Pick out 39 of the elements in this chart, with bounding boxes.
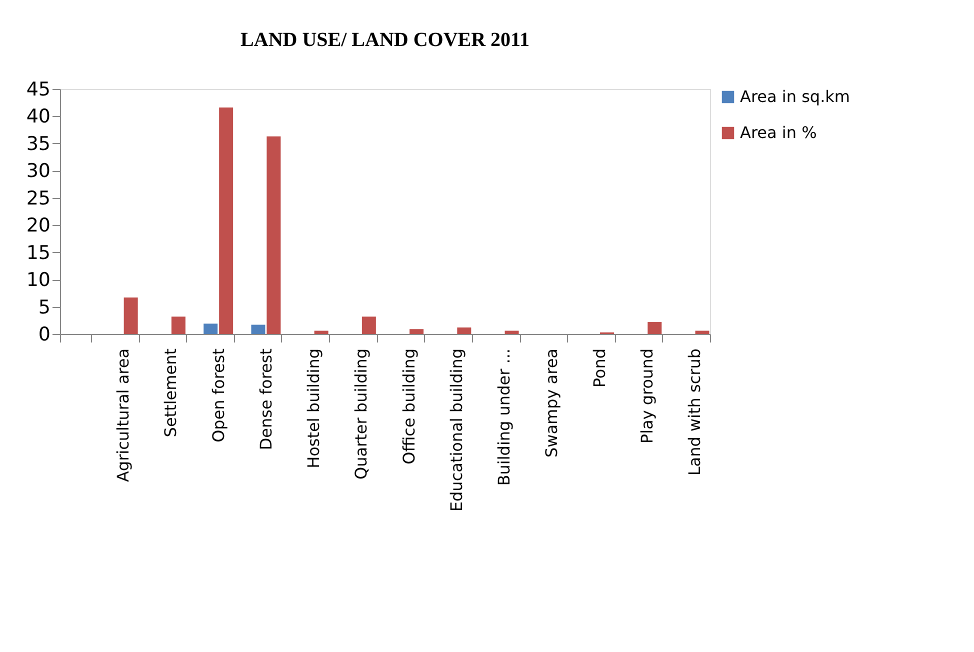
legend-label: Area in %	[740, 123, 817, 142]
x-tick-label: Hostel building	[304, 348, 324, 468]
legend-label: Area in sq.km	[740, 87, 850, 106]
x-tick-label: Pond	[590, 348, 609, 388]
x-tick-label: Educational building	[446, 348, 466, 512]
bar	[251, 324, 266, 334]
x-tick-label: Swampy area	[542, 348, 562, 458]
y-tick-label: 0	[38, 324, 50, 346]
x-tick-label: Settlement	[161, 348, 180, 438]
bar	[219, 108, 234, 334]
x-tick-label: Land with scrub	[685, 348, 704, 476]
bar	[266, 136, 281, 334]
x-tick-label: Dense forest	[256, 348, 276, 450]
x-tick-label: Office building	[399, 348, 418, 464]
bar	[124, 298, 138, 334]
y-tick-label: 5	[38, 296, 50, 318]
y-tick-label: 25	[26, 187, 50, 210]
bar	[695, 330, 710, 334]
x-tick-label: Agricultural area	[114, 348, 133, 482]
bar	[457, 327, 472, 334]
chart-title: LAND USE/ LAND COVER 2011	[240, 29, 530, 51]
y-tick-label: 35	[26, 132, 50, 155]
y-tick-label: 30	[26, 160, 50, 182]
x-tick-label: Play ground	[637, 348, 656, 444]
y-tick-label: 20	[26, 214, 50, 237]
bar	[504, 330, 519, 334]
y-tick-label: 45	[26, 78, 50, 100]
bar	[648, 322, 662, 334]
bar	[171, 316, 186, 334]
x-tick-label: Quarter building	[352, 348, 371, 480]
bar	[410, 329, 424, 334]
x-tick-label: Open forest	[208, 348, 228, 442]
x-tick-label: Building under ...	[494, 348, 514, 486]
y-tick-label: 15	[26, 242, 50, 264]
y-tick-label: 40	[26, 106, 50, 128]
bar	[314, 330, 328, 334]
y-tick-label: 10	[26, 269, 50, 292]
bar	[362, 316, 376, 334]
bar	[204, 324, 218, 334]
